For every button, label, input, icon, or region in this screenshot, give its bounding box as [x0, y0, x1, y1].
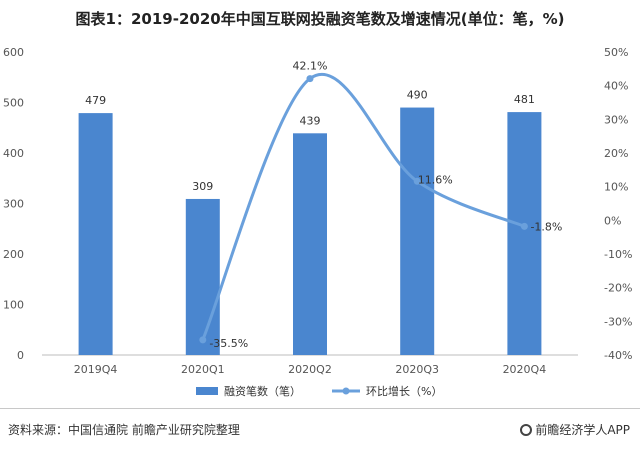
y-left-tick-label: 100 [3, 299, 24, 312]
bar-value-label: 309 [192, 180, 213, 193]
legend-bar-swatch [196, 387, 218, 395]
growth-point-2020Q4 [520, 222, 528, 230]
legend-bar-label: 融资笔数（笔） [224, 384, 301, 398]
legend-line-label: 环比增长（%） [366, 384, 442, 398]
x-tick-label: 2020Q1 [181, 363, 225, 376]
brand-label: 前瞻经济学人APP [535, 423, 630, 437]
bar-value-label: 439 [300, 114, 321, 127]
growth-value-label: 11.6% [418, 173, 453, 186]
bar-2020Q3 [400, 107, 435, 355]
bar-value-label: 481 [514, 93, 535, 106]
x-tick-label: 2020Q4 [503, 363, 547, 376]
chart-title: 图表1：2019-2020年中国互联网投融资笔数及增速情况(单位：笔，%) [75, 10, 565, 28]
footer: 资料来源：中国信通院 前瞻产业研究院整理 前瞻经济学人APP [0, 408, 640, 449]
growth-point-2020Q1 [199, 336, 207, 344]
y-right-tick-label: 40% [604, 80, 628, 93]
y-left-tick-label: 0 [17, 349, 24, 362]
y-right-tick-label: -10% [604, 248, 632, 261]
y-right-tick-label: 10% [604, 181, 628, 194]
y-left-tick-label: 400 [3, 147, 24, 160]
bar-value-label: 479 [85, 94, 106, 107]
bar-2020Q1 [185, 198, 220, 355]
y-right-tick-label: -40% [604, 349, 632, 362]
y-right-tick-label: 30% [604, 113, 628, 126]
x-tick-label: 2019Q4 [74, 363, 118, 376]
growth-value-label: 42.1% [293, 60, 328, 73]
x-tick-label: 2020Q3 [395, 363, 439, 376]
y-left-tick-label: 300 [3, 198, 24, 211]
bar-2020Q2 [293, 133, 327, 355]
y-right-tick-label: 50% [604, 46, 628, 59]
chart-plot: 0 100 200 300 400 500 600 -40% -30% -20% -10% 0% 10%… [3, 46, 632, 398]
y-left-tick-label: 500 [3, 97, 24, 110]
bar-value-label: 490 [407, 89, 428, 102]
y-left-tick-label: 600 [3, 46, 24, 59]
growth-line [201, 73, 525, 341]
growth-value-label: -35.5% [209, 337, 248, 350]
brand-logo-icon [520, 424, 533, 436]
y-left-tick-label: 200 [3, 248, 24, 261]
y-right-tick-label: 20% [604, 147, 628, 160]
x-tick-label: 2020Q2 [288, 363, 332, 376]
growth-point-2020Q3 [413, 177, 421, 185]
growth-point-2020Q2 [306, 75, 314, 83]
y-right-tick-label: -20% [604, 282, 632, 295]
legend-line-marker [342, 387, 350, 395]
bar-2019Q4 [78, 113, 113, 355]
growth-value-label: -1.8% [530, 220, 562, 233]
y-right-tick-label: -30% [604, 315, 632, 328]
bar-2020Q4 [507, 112, 542, 355]
brand-credit: 前瞻经济学人APP [520, 421, 630, 438]
y-right-tick-label: 0% [604, 214, 621, 227]
source-note: 资料来源：中国信通院 前瞻产业研究院整理 [8, 423, 240, 437]
